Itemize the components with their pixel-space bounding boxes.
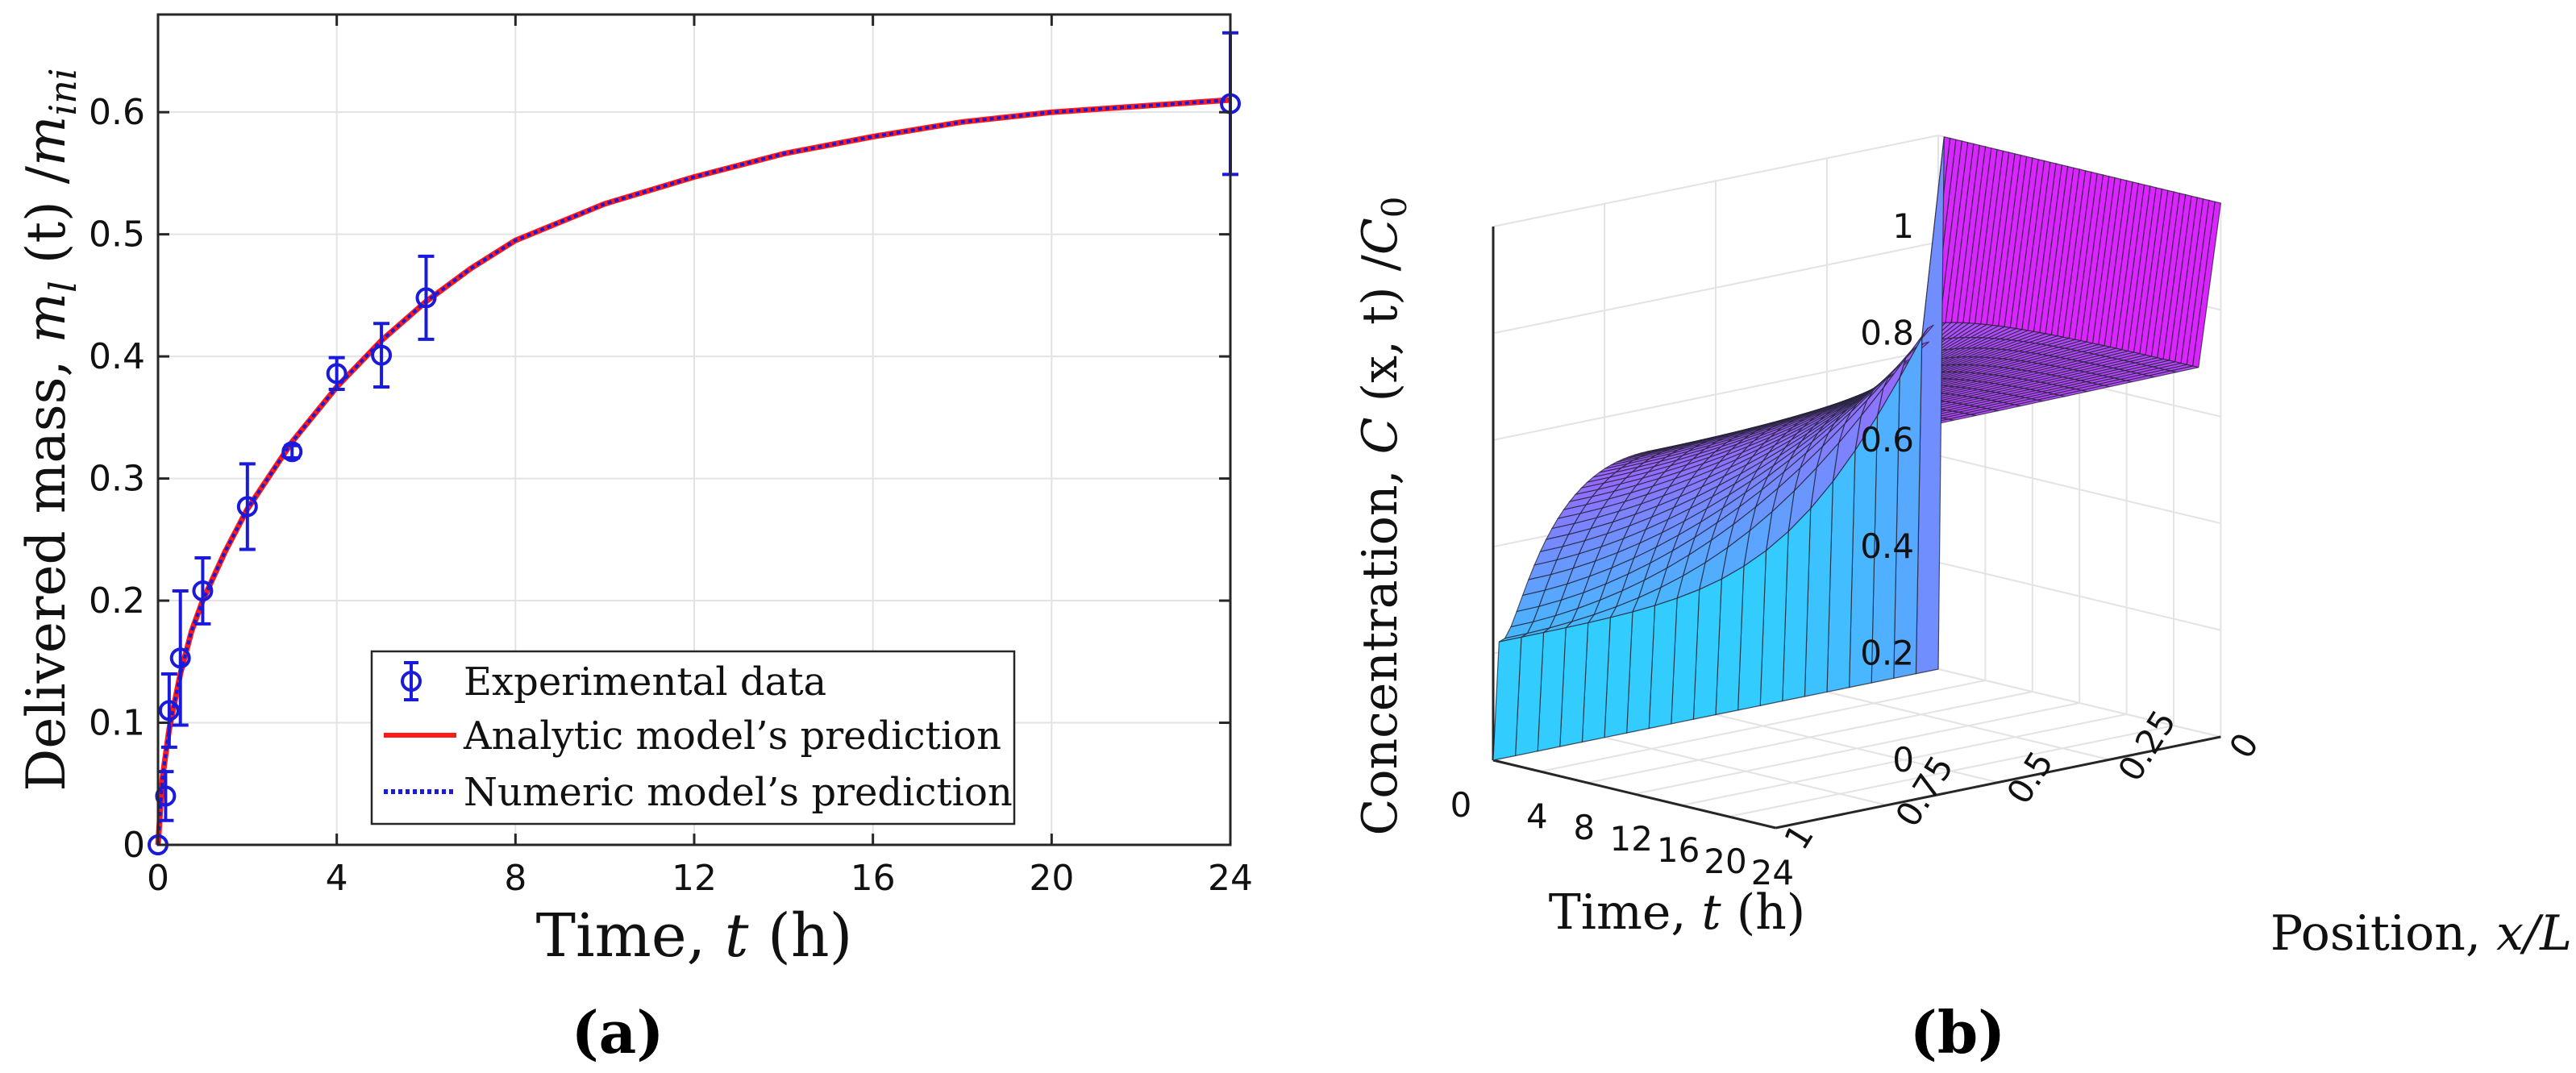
experimental-point xyxy=(192,556,214,626)
position-tick-label: 0 xyxy=(2221,726,2266,766)
y-tick-label: 0 xyxy=(123,825,145,866)
legend-box xyxy=(370,650,1016,826)
legend-numeric-label: Numeric model’s prediction xyxy=(464,770,1013,815)
data-marker xyxy=(371,344,393,366)
data-marker xyxy=(155,785,177,807)
legend-analytic-label: Analytic model’s prediction xyxy=(463,713,1001,759)
position-axis xyxy=(1775,735,2221,830)
experimental-point xyxy=(415,254,437,341)
time-tick-label: 24 xyxy=(1751,853,1794,892)
experimental-point xyxy=(155,770,177,822)
experimental-point xyxy=(326,356,347,392)
z-tick-label: 1 xyxy=(1892,206,1914,246)
panel-a-x-axis-label: Time, t (h) xyxy=(536,901,853,971)
z-tick-label: 0.4 xyxy=(1860,526,1914,566)
panel-b-z-axis-label: Concentration, C (x, t) /C0 xyxy=(1352,196,1414,835)
x-tick-label: 16 xyxy=(851,858,896,899)
x-tick-label: 20 xyxy=(1029,858,1074,899)
data-marker xyxy=(158,700,180,722)
data-marker xyxy=(192,580,214,601)
experimental-point xyxy=(371,322,393,389)
position-grid-floor xyxy=(1604,736,1887,806)
surface-patch xyxy=(1492,636,1522,761)
y-tick-label: 0.4 xyxy=(89,336,145,377)
z-tick-label: 0.8 xyxy=(1860,313,1914,352)
legend-experimental-label: Experimental data xyxy=(464,659,826,705)
panel-b-caption: (b) xyxy=(1910,998,2005,1067)
experimental-point xyxy=(281,441,303,463)
data-marker xyxy=(169,647,191,669)
y-tick-label: 0.1 xyxy=(89,703,145,744)
experimental-point xyxy=(236,462,258,551)
time-tick-label: 0 xyxy=(1450,785,1472,825)
position-tick-label: 0.5 xyxy=(1999,744,2061,811)
data-marker xyxy=(236,496,258,518)
panel-b-y-axis-label: Position, x/L xyxy=(2270,905,2572,962)
data-marker xyxy=(326,363,347,385)
data-marker xyxy=(281,441,303,463)
panel-a-chart: 0 4 8 12 16 20 24 0 0.1 0.2 0.3 0.4 0.5 0.6 Delivered… xyxy=(15,13,1253,1067)
time-tick-label: 8 xyxy=(1573,808,1595,847)
y-tick-label: 0.5 xyxy=(89,214,145,256)
time-tick-label: 16 xyxy=(1657,830,1700,870)
panel-b-surface xyxy=(1492,136,2222,761)
z-tick-label: 0.6 xyxy=(1860,420,1914,460)
x-tick-label: 4 xyxy=(326,858,348,899)
x-tick-label: 0 xyxy=(147,858,169,899)
time-axis xyxy=(1492,759,1776,830)
position-grid-floor xyxy=(1715,713,1999,784)
panel-a-caption: (a) xyxy=(572,998,664,1067)
position-grid-floor xyxy=(1826,691,2110,761)
x-tick-label: 8 xyxy=(504,858,526,899)
legend-experimental-marker xyxy=(401,661,422,701)
panel-a-y-axis-label: Delivered mass, ml (t) /mini xyxy=(15,68,85,791)
y-tick-label: 0.3 xyxy=(89,459,145,500)
time-tick-label: 12 xyxy=(1609,819,1652,859)
time-tick-label: 20 xyxy=(1704,842,1746,881)
z-tick-label: 0.2 xyxy=(1860,634,1914,673)
x-tick-label: 24 xyxy=(1208,858,1253,899)
y-tick-label: 0.2 xyxy=(89,580,145,622)
panel-b-x-axis-label: Time, t (h) xyxy=(1549,884,1805,941)
time-tick-label: 4 xyxy=(1526,796,1548,836)
panel-a-legend: Experimental data Analytic model’s predi… xyxy=(370,650,1016,826)
numeric-curve xyxy=(156,98,1231,846)
data-marker xyxy=(415,287,437,309)
experimental-point xyxy=(169,588,191,727)
y-tick-label: 0.6 xyxy=(89,92,145,133)
position-grid-floor xyxy=(1937,668,2221,738)
z-tick-label: 0 xyxy=(1892,740,1914,780)
experimental-point xyxy=(158,672,180,749)
panel-a-ticks: 0 4 8 12 16 20 24 0 0.1 0.2 0.3 0.4 0.5 0.6 xyxy=(89,15,1253,899)
x-tick-label: 12 xyxy=(672,858,717,899)
